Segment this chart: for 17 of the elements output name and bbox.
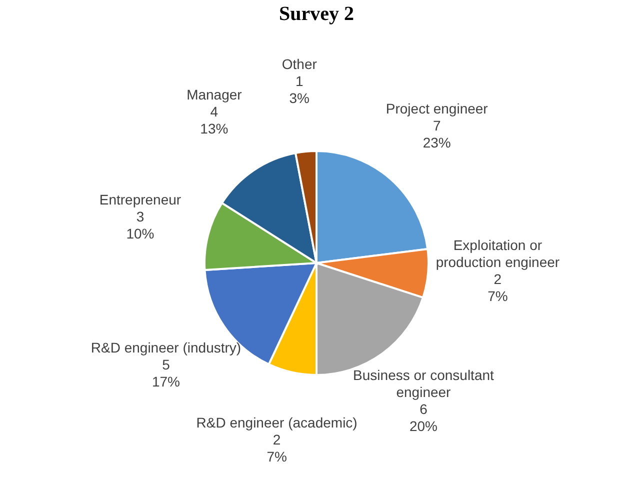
- data-label: 4 13%: [200, 103, 228, 136]
- data-label: 1 3%: [289, 72, 310, 106]
- data-label: 3 10%: [126, 208, 154, 242]
- slice-label: Other: [282, 56, 318, 72]
- slice-label: Entrepreneur: [99, 192, 182, 208]
- slice-label: R&D engineer (industry): [90, 339, 242, 356]
- slice-label: Business or consultant engineer: [353, 367, 494, 400]
- slice-label: Exploitation or production engineer: [436, 237, 560, 270]
- data-label: 2 7%: [266, 432, 287, 465]
- data-label: 5 17%: [152, 356, 180, 390]
- data-label: 2 7%: [488, 271, 508, 304]
- slice-label: R&D engineer (academic): [196, 414, 358, 431]
- data-label: 6 20%: [409, 401, 438, 434]
- slice-label: Manager: [186, 86, 242, 102]
- slice-label: Project engineer: [386, 100, 488, 116]
- chart-title: Survey 2: [279, 2, 354, 25]
- data-label: 7 23%: [422, 117, 451, 150]
